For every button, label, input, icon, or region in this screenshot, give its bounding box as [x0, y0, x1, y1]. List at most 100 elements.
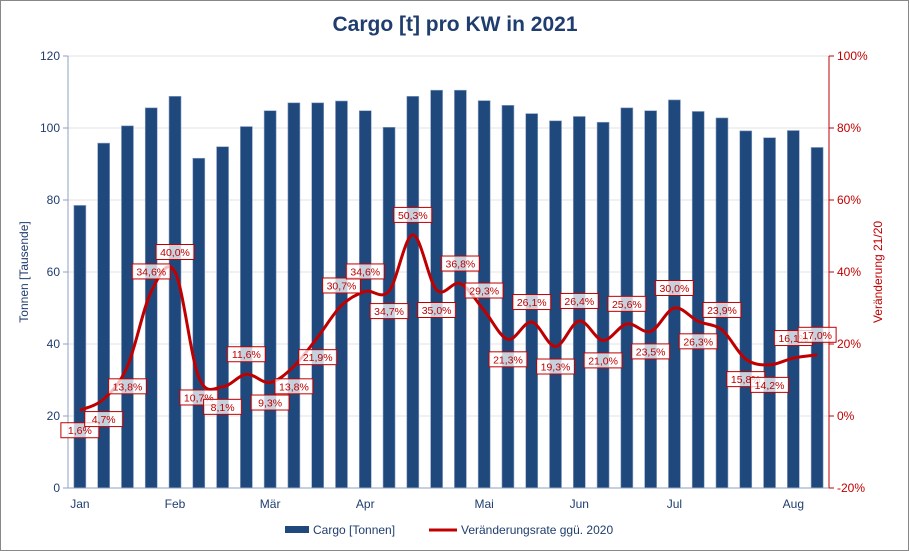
data-label-box — [654, 280, 694, 296]
data-label: 26,4% — [564, 296, 594, 308]
bar — [358, 110, 372, 489]
bar — [311, 102, 325, 489]
data-label: 50,3% — [398, 210, 428, 222]
data-label: 19,3% — [541, 362, 571, 374]
data-label-box — [559, 292, 599, 309]
legend-bar-swatch — [285, 526, 309, 533]
data-label: 23,9% — [707, 305, 737, 317]
data-label: 36,8% — [446, 259, 476, 271]
bar — [97, 142, 110, 489]
data-label-box — [345, 263, 385, 280]
y-left-tick-label: 0 — [53, 481, 60, 495]
x-tick-label: Jan — [70, 497, 89, 511]
x-tick-label: Jun — [570, 497, 589, 511]
data-label: 34,6% — [350, 266, 380, 278]
legend-bar-label: Cargo [Tonnen] — [313, 523, 395, 537]
bar — [549, 120, 562, 489]
y-right-tick-label: 80% — [837, 121, 861, 135]
legend-line-label: Veränderungsrate ggü. 2020 — [461, 523, 613, 537]
y-right-tick-label: 100% — [837, 49, 868, 63]
x-tick-label: Jul — [667, 497, 682, 511]
data-label-box — [298, 349, 338, 366]
bar — [121, 125, 134, 489]
change-rate-line — [79, 233, 818, 412]
bar — [335, 100, 348, 489]
y-left-tick-label: 20 — [47, 409, 61, 423]
data-label-box — [440, 255, 480, 272]
y-left-tick-label: 80 — [47, 193, 61, 207]
bar — [763, 137, 776, 489]
data-label-box — [750, 376, 790, 393]
data-label-box — [797, 326, 837, 343]
bar — [596, 121, 610, 489]
data-label: 13,8% — [279, 381, 309, 393]
y-right-tick-label: 60% — [837, 193, 861, 207]
data-label-box — [321, 277, 361, 294]
y-left-tick-label: 100 — [40, 121, 60, 135]
bar — [787, 130, 800, 489]
data-label: 34,6% — [136, 266, 166, 278]
bar — [73, 205, 87, 489]
data-label-box — [274, 378, 314, 395]
bar — [240, 126, 253, 489]
legend: Cargo [Tonnen] Veränderungsrate ggü. 202… — [285, 523, 613, 537]
bar — [739, 130, 753, 489]
x-tick-label: Feb — [165, 497, 186, 511]
y-right-tick-label: 0% — [837, 409, 855, 423]
data-label-box — [631, 343, 671, 360]
bar — [216, 146, 229, 489]
data-label: 1,6% — [68, 425, 92, 437]
data-label: 26,1% — [517, 297, 547, 309]
data-label: 30,7% — [327, 280, 357, 292]
y-right-tick-label: 40% — [837, 265, 861, 279]
data-label-box — [512, 294, 552, 311]
bar — [406, 96, 420, 489]
x-tick-label: Mär — [260, 497, 281, 511]
x-tick-label: Apr — [356, 497, 375, 511]
data-label-box — [393, 206, 433, 223]
data-label: 26,3% — [683, 336, 713, 348]
data-label: 14,2% — [755, 380, 785, 392]
y-axis-left-label: Tonnen [Tausende] — [17, 221, 31, 322]
data-label-box — [203, 398, 243, 415]
bar — [263, 110, 277, 489]
data-label: 35,0% — [422, 305, 452, 317]
bar — [810, 147, 824, 489]
x-tick-label: Mai — [475, 497, 494, 511]
data-label: 8,1% — [211, 402, 235, 414]
data-label: 40,0% — [160, 247, 190, 259]
data-label: 21,9% — [303, 352, 333, 364]
bar — [501, 105, 515, 489]
data-label: 34,7% — [374, 306, 404, 318]
y-left-tick-label: 40 — [47, 337, 61, 351]
data-label-box — [226, 346, 266, 363]
data-label-box — [84, 411, 124, 428]
data-label-box — [583, 352, 623, 369]
y-right-tick-label: 20% — [837, 337, 861, 351]
data-label-box — [488, 351, 528, 368]
data-label: 23,5% — [636, 346, 666, 358]
data-label-box — [607, 295, 647, 312]
data-label: 4,7% — [92, 414, 116, 426]
y-axis-right-label: Veränderung 21/20 — [871, 221, 885, 323]
bar — [454, 89, 467, 489]
data-label: 13,8% — [113, 381, 143, 393]
data-label: 30,0% — [660, 283, 690, 295]
y-right-tick-label: -20% — [837, 481, 865, 495]
y-left-tick-label: 60 — [47, 265, 61, 279]
data-label: 11,6% — [232, 349, 261, 361]
data-label-box — [536, 358, 576, 375]
bar — [691, 111, 705, 489]
data-label-box — [464, 282, 504, 299]
bar — [644, 110, 657, 489]
y-left-tick-label: 120 — [40, 49, 60, 63]
data-label-box — [131, 263, 171, 280]
data-label: 17,0% — [802, 330, 832, 342]
chart-title: Cargo [t] pro KW in 2021 — [332, 13, 577, 36]
bar — [287, 102, 301, 489]
x-tick-label: Aug — [783, 497, 804, 511]
data-label-box — [417, 302, 457, 318]
data-label: 21,0% — [588, 355, 618, 367]
data-label-box — [250, 394, 290, 411]
